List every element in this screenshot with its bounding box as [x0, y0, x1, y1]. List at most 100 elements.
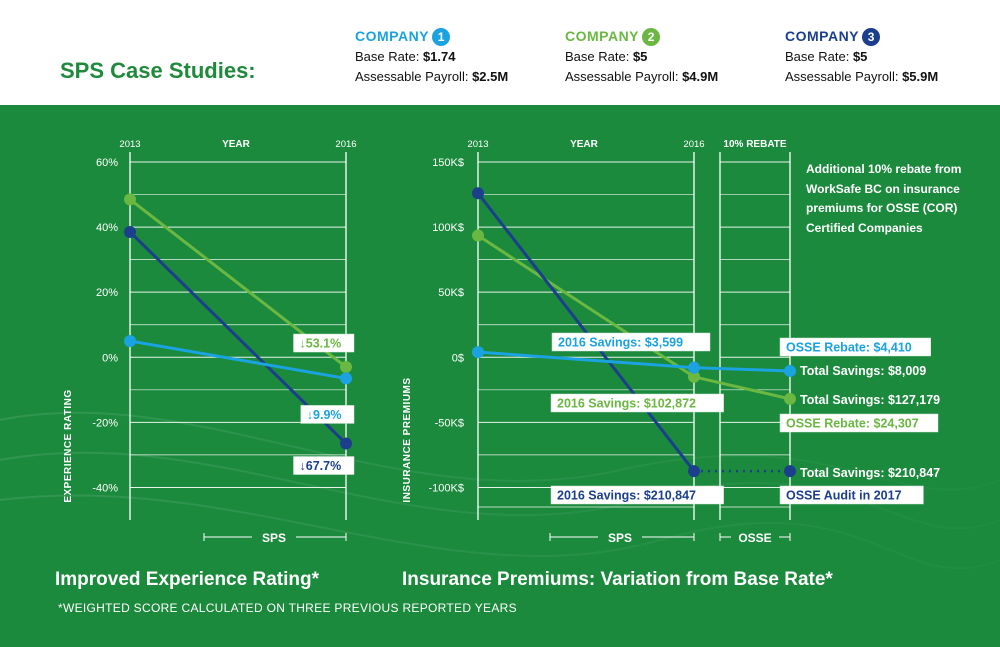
prem-point-2016-company-2 [688, 370, 700, 383]
exp-sps-bg [252, 529, 296, 545]
prem-tick-label: 100K$ [432, 222, 464, 234]
prem-point-2016-company-3 [688, 465, 700, 478]
exp-change-label-company-1-box [300, 405, 355, 424]
prem-point-start-company-3 [472, 187, 484, 200]
footnote: *WEIGHTED SCORE CALCULATED ON THREE PREV… [58, 601, 517, 615]
prem-point-final-company-2 [784, 392, 796, 405]
exp-x-label-end: 2016 [335, 139, 356, 150]
prem-rebate-label-company-2: OSSE Rebate: $24,307 [786, 417, 919, 431]
prem-savings-label-company-3-box [550, 485, 724, 505]
prem-tick-label: 0$ [452, 352, 464, 364]
prem-sps-bg [598, 529, 642, 545]
company-1-payroll-label: Assessable Payroll: [355, 69, 469, 84]
exp-y-label: EXPERIENCE RATING [63, 389, 74, 502]
company-2-base-rate-label: Base Rate: [565, 49, 630, 64]
exp-change-label-company-3-box [293, 456, 355, 475]
prem-series-line-company-2 [477, 234, 695, 379]
company-1-base-rate-label: Base Rate: [355, 49, 420, 64]
prem-top-label: YEAR [570, 139, 599, 150]
exp-change-label-company-1: ↓9.9% [307, 408, 342, 422]
prem-bottom-label-osse: OSSE [738, 531, 771, 545]
company-1-name: COMPANY [355, 28, 430, 44]
exp-tick-label: -20% [92, 417, 118, 429]
prem-savings-label-company-2: 2016 Savings: $102,872 [557, 397, 696, 411]
premiums-chart-title: Insurance Premiums: Variation from Base … [402, 569, 833, 590]
exp-top-label: YEAR [222, 139, 251, 150]
company-2-payroll: $4.9M [682, 69, 719, 84]
prem-rebate-line-company-2 [693, 375, 791, 401]
prem-rebate-line-company-1 [693, 366, 791, 373]
prem-point-final-company-3 [784, 465, 796, 478]
prem-savings-label-company-2-box [550, 393, 724, 413]
exp-x-label-start: 2013 [119, 139, 140, 150]
prem-point-start-company-2 [472, 229, 484, 242]
exp-tick-label: 0% [102, 352, 118, 364]
company-1-number-badge: 1 [432, 28, 451, 46]
prem-tick-label: -100K$ [429, 482, 464, 494]
exp-point-start-company-1 [124, 335, 136, 347]
prem-series-line-company-3 [476, 192, 696, 473]
company-2-info: COMPANY 2 Base Rate: $5 Assessable Payrol… [565, 26, 718, 87]
prem-tick-label: -50K$ [435, 417, 464, 429]
prem-total-label-company-2: Total Savings: $127,179 [800, 393, 940, 407]
company-2-number-badge: 2 [642, 28, 661, 46]
prem-rebate-label-company-1: OSSE Rebate: $4,410 [786, 341, 912, 355]
prem-y-label: INSURANCE PREMIUMS [402, 377, 413, 502]
chart-panel [0, 105, 1000, 647]
company-3-payroll: $5.9M [902, 69, 939, 84]
experience-chart-title: Improved Experience Rating* [55, 569, 319, 590]
company-3-base-rate-label: Base Rate: [785, 49, 850, 64]
company-3-info: COMPANY 3 Base Rate: $5 Assessable Payrol… [785, 26, 938, 87]
exp-point-end-company-3 [340, 437, 352, 450]
experience-rating-chart: 60% 40% 20% 0% -20% -40% 2013 2016 YEAR EXPERIENC… [63, 139, 357, 545]
prem-point-2016-company-1 [688, 361, 700, 374]
exp-point-end-company-2 [340, 361, 352, 374]
header: SPS Case Studies: COMPANY 1 Base Rate: $1… [0, 0, 1000, 105]
prem-point-start-company-1 [472, 346, 484, 359]
exp-point-start-company-2 [124, 193, 136, 206]
prem-point-final-company-1 [784, 364, 796, 377]
exp-change-label-company-2: ↓53.1% [300, 337, 342, 351]
prem-x-label-start: 2013 [467, 139, 488, 150]
company-2-name: COMPANY [565, 28, 640, 44]
company-2-base-rate: $5 [632, 49, 648, 64]
exp-point-start-company-3 [124, 225, 136, 238]
prem-tick-label: 150K$ [432, 157, 464, 169]
prem-total-label-company-1: Total Savings: $8,009 [800, 364, 926, 378]
prem-x-label-end: 2016 [683, 139, 704, 150]
prem-bottom-label-sps: SPS [608, 531, 632, 545]
prem-series-line-company-1 [477, 350, 695, 370]
exp-tick-label: 60% [96, 157, 118, 169]
prem-osse-bg [731, 529, 779, 545]
prem-rebate-label-company-2-box [779, 413, 939, 433]
exp-tick-label: 40% [96, 222, 118, 234]
exp-change-label-company-3: ↓67.7% [300, 459, 342, 473]
prem-savings-label-company-3: 2016 Savings: $210,847 [557, 489, 696, 503]
company-1-payroll: $2.5M [472, 69, 509, 84]
company-3-number-badge: 3 [862, 28, 881, 46]
exp-point-end-company-1 [340, 372, 352, 385]
prem-savings-label-company-1-box [551, 332, 711, 352]
exp-tick-label: -40% [92, 482, 118, 494]
prem-rebate-label-company-1-box [779, 337, 931, 357]
exp-tick-label: 20% [96, 287, 118, 299]
prem-tick-label: 50K$ [438, 287, 464, 299]
prem-rebate-label-company-3-box [779, 485, 924, 505]
company-1-base-rate: $1.74 [422, 49, 456, 64]
prem-rebate-label-company-3: OSSE Audit in 2017 [786, 489, 902, 503]
company-2-payroll-label: Assessable Payroll: [565, 69, 679, 84]
prem-rebate-header: 10% REBATE [723, 139, 786, 150]
rebate-note: Additional 10% rebate from WorkSafe BC o… [806, 162, 962, 235]
company-3-base-rate: $5 [852, 49, 868, 64]
prem-total-label-company-3: Total Savings: $210,847 [800, 466, 940, 480]
exp-change-label-company-2-box [293, 333, 355, 353]
exp-series-line-company-1 [129, 339, 347, 380]
company-1-info: COMPANY 1 Base Rate: $1.74 Assessable Pay… [355, 26, 508, 87]
company-3-name: COMPANY [785, 28, 860, 44]
page-title: SPS Case Studies: [60, 58, 256, 83]
prem-savings-label-company-1: 2016 Savings: $3,599 [558, 336, 683, 350]
exp-bottom-label: SPS [262, 531, 286, 545]
insurance-premiums-chart: 150K$ 100K$ 50K$ 0$ -50K$ -100K$ 2013 2016 YEAR 1… [402, 139, 940, 545]
company-3-payroll-label: Assessable Payroll: [785, 69, 899, 84]
